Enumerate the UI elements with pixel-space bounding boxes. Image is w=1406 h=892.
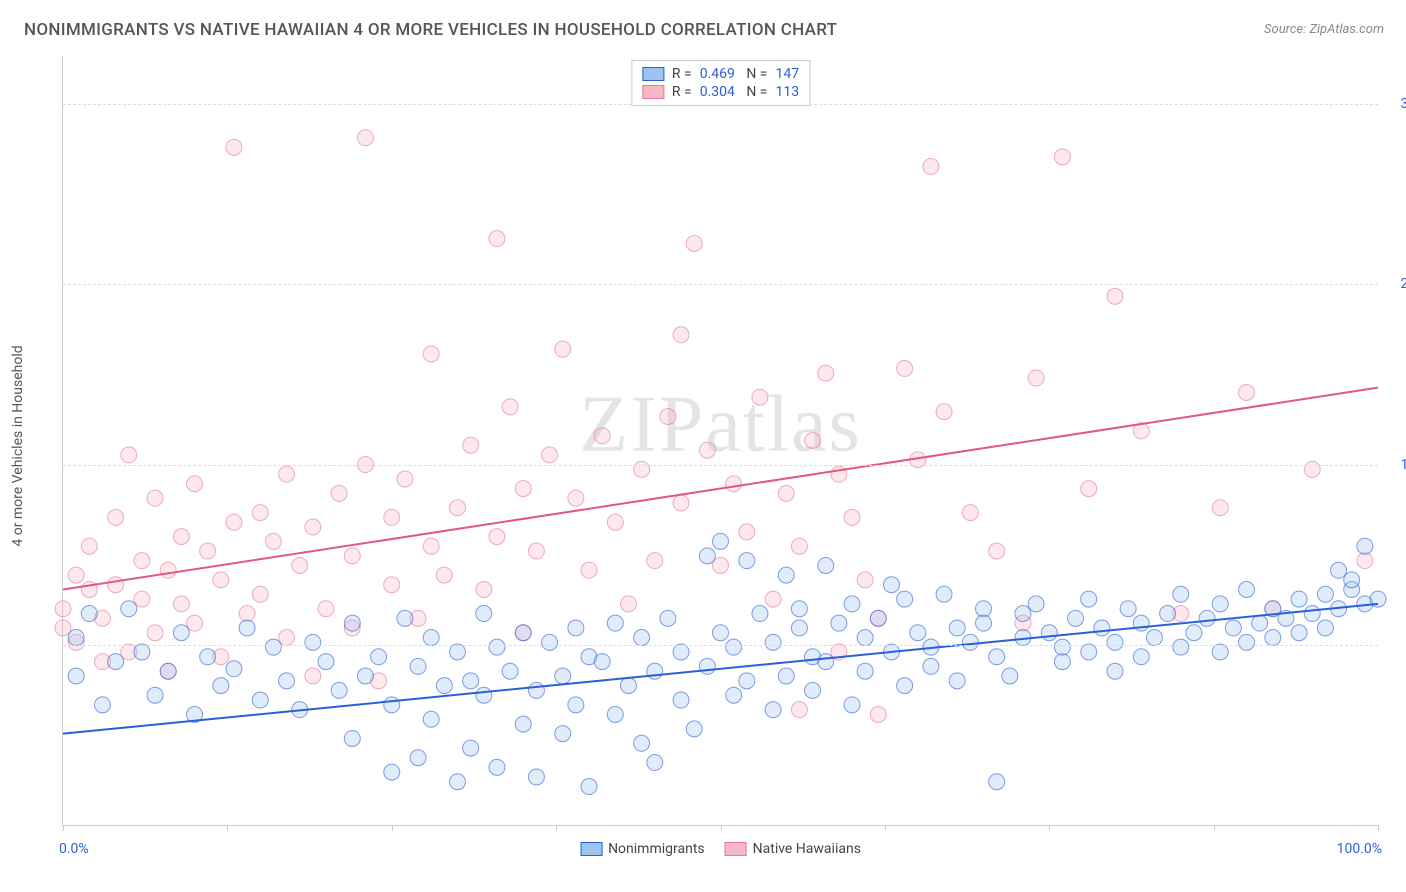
source-value: ZipAtlas.com [1309,22,1384,37]
x-tick-mark [885,825,886,831]
y-tick-label: 22.5% [1386,276,1406,292]
legend-swatch-1 [642,85,664,99]
x-axis-label-right: 100.0% [1337,841,1382,857]
legend-stats-box: R =0.469 N =147 R =0.304 N =113 [631,60,810,106]
gridline [63,645,1378,646]
legend-swatch-0 [642,67,664,81]
source-attribution: Source: ZipAtlas.com [1264,22,1384,37]
legend-stats-row-1: R =0.304 N =113 [642,83,799,101]
y-tick-label: 15.0% [1386,457,1406,473]
gridline [63,284,1378,285]
legend-bottom-item-0: Nonimmigrants [580,841,705,857]
x-tick-mark [1378,825,1379,831]
gridline [63,465,1378,466]
legend-bottom-swatch-1 [725,842,747,856]
y-tick-label: 30.0% [1386,96,1406,112]
x-tick-mark [227,825,228,831]
stat-r-1: 0.304 [700,84,735,100]
y-tick-label: 7.5% [1386,637,1406,653]
x-tick-mark [721,825,722,831]
x-axis-label-left: 0.0% [59,841,89,857]
x-tick-mark [392,825,393,831]
legend-stats-row-0: R =0.469 N =147 [642,65,799,83]
y-axis-label: 4 or more Vehicles in Household [10,345,26,546]
x-tick-mark [1049,825,1050,831]
chart-title: NONIMMIGRANTS VS NATIVE HAWAIIAN 4 OR MO… [24,20,837,40]
x-tick-mark [1214,825,1215,831]
source-label: Source: [1264,22,1306,37]
legend-bottom-label-1: Native Hawaiians [753,841,861,857]
legend-bottom: Nonimmigrants Native Hawaiians [580,841,861,857]
stat-n-1: 113 [775,84,799,100]
legend-bottom-swatch-0 [580,842,602,856]
legend-bottom-item-1: Native Hawaiians [725,841,861,857]
stat-r-0: 0.469 [700,66,735,82]
legend-bottom-label-0: Nonimmigrants [608,841,705,857]
x-tick-mark [63,825,64,831]
stat-n-0: 147 [775,66,799,82]
x-tick-mark [556,825,557,831]
plot-area: ZIPatlas R =0.469 N =147 R =0.304 N =113… [62,56,1378,826]
chart-svg [63,56,1378,825]
